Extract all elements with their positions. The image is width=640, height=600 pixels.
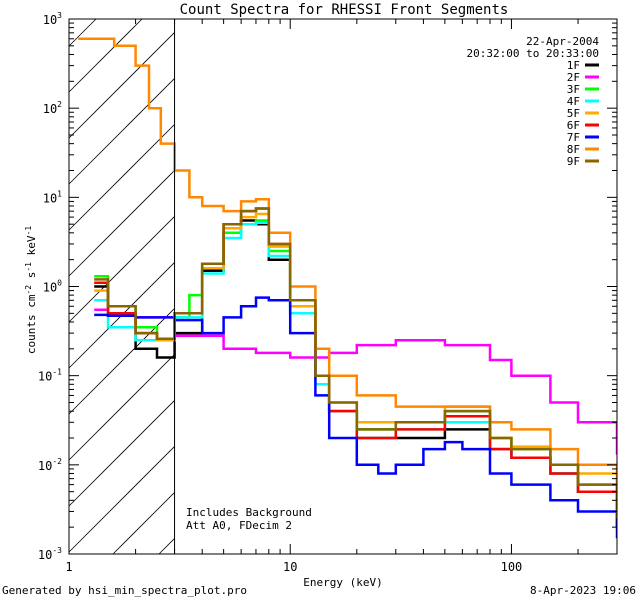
legend-label-7F: 7F [567, 131, 580, 144]
series-line-7F [94, 296, 617, 539]
y-tick-label: 102 [43, 100, 62, 116]
y-tick-label: 10-3 [38, 546, 62, 562]
annotation-background: Includes Background [186, 506, 312, 519]
legend-label-2F: 2F [567, 71, 580, 84]
below-threshold-hatch [68, 18, 175, 555]
hatch-line [68, 78, 175, 185]
timestamp-label: 8-Apr-2023 19:06 [530, 584, 636, 597]
legend-label-5F: 5F [567, 107, 580, 120]
series-line-5F [94, 212, 617, 512]
hatch-line [112, 492, 175, 555]
axis-ticks: 1 10 100 10-3 10-2 10-1 100 101 102 103 [38, 11, 618, 574]
y-tick-label: 103 [43, 11, 62, 27]
hatch-line [68, 18, 97, 47]
hatch-line [68, 354, 175, 461]
series-lines [78, 37, 617, 539]
hatch-line [68, 446, 175, 553]
legend-label-4F: 4F [567, 95, 580, 108]
time-range-label: 20:32:00 to 20:33:00 [467, 47, 599, 60]
series-line-8F [78, 37, 617, 501]
x-tick-label: 100 [501, 560, 523, 574]
series-line-3F [94, 219, 617, 528]
series-line-6F [94, 207, 617, 528]
plot-frame [68, 18, 618, 555]
hatch-line [158, 538, 175, 555]
legend-label-1F: 1F [567, 59, 580, 72]
date-label: 22-Apr-2004 [526, 35, 599, 48]
legend-label-8F: 8F [567, 143, 580, 156]
legend-label-9F: 9F [567, 155, 580, 168]
hatch-line [68, 400, 175, 507]
chart-title: Count Spectra for RHESSI Front Segments [180, 2, 509, 18]
x-tick-label: 10 [283, 560, 297, 574]
y-tick-label: 10-1 [38, 368, 62, 384]
annotation-attenuator: Att A0, FDecim 2 [186, 519, 292, 532]
hatch-line [68, 124, 175, 231]
hatch-line [68, 170, 175, 277]
y-tick-label: 10-2 [38, 457, 62, 473]
y-axis-label: counts cm-2 s-1 keV-1 [24, 226, 38, 354]
series-line-9F [94, 207, 617, 519]
hatch-line [68, 216, 175, 323]
x-axis-label: Energy (keV) [303, 576, 382, 589]
y-tick-label: 100 [43, 279, 62, 295]
legend-label-3F: 3F [567, 83, 580, 96]
series-line-1F [94, 219, 617, 528]
hatch-line [68, 308, 175, 415]
x-tick-label: 1 [65, 560, 72, 574]
y-tick-label: 101 [43, 189, 62, 205]
hatch-line [68, 32, 175, 139]
generated-by-label: Generated by hsi_min_spectra_plot.pro [2, 584, 247, 597]
hatch-line [68, 18, 143, 93]
legend-label-6F: 6F [567, 119, 580, 132]
